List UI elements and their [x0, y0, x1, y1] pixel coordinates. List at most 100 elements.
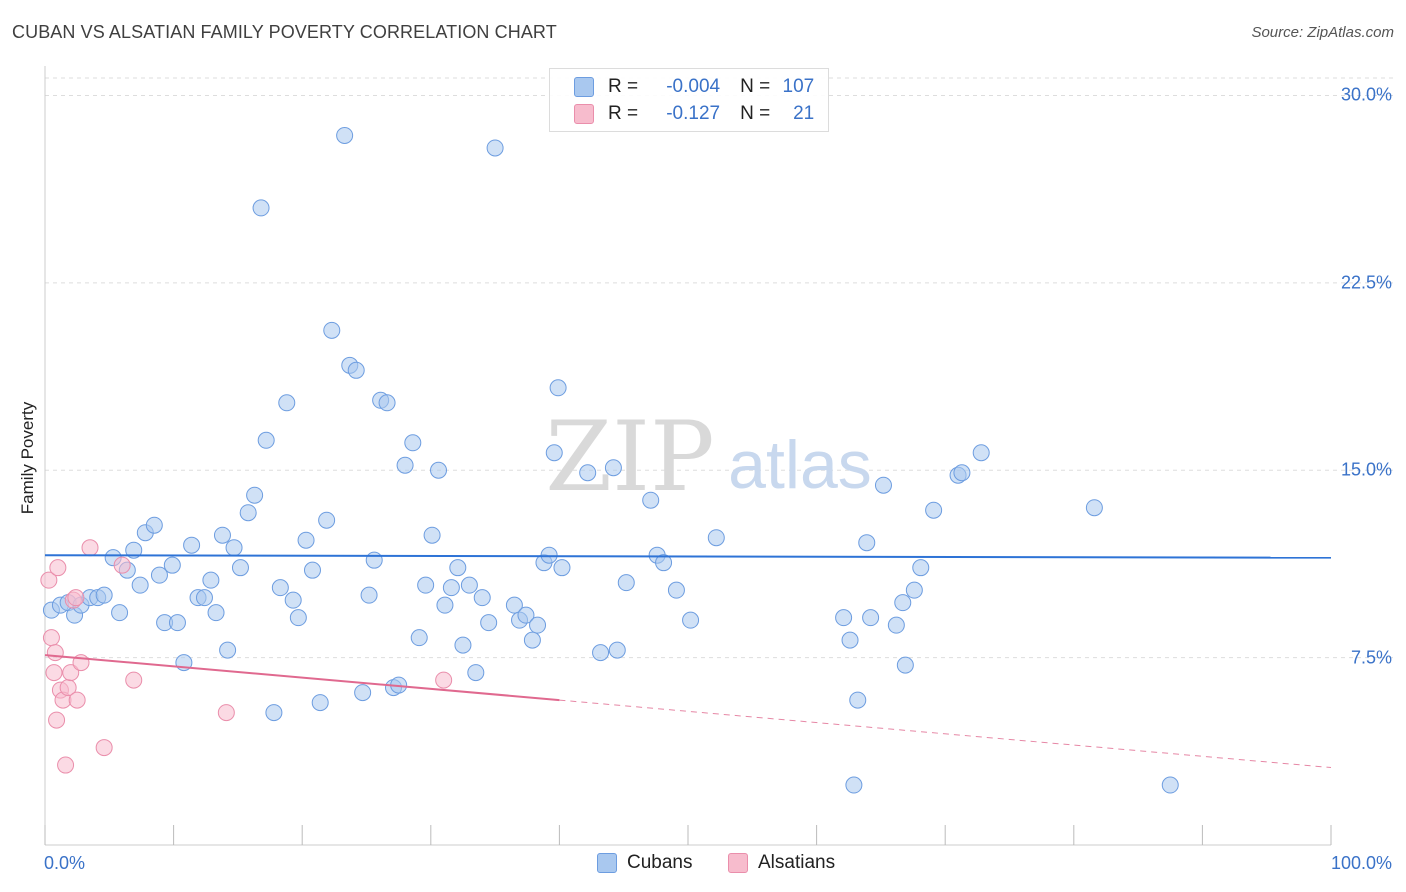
legend-label-alsatians: Alsatians [758, 852, 836, 873]
chart-title: CUBAN VS ALSATIAN FAMILY POVERTY CORRELA… [12, 22, 557, 42]
cubans-point [404, 434, 422, 452]
cubans-point [972, 444, 990, 462]
cubans-point [378, 394, 396, 412]
cubans-point [849, 691, 867, 709]
n-value: 107 [782, 76, 815, 97]
series-legend: Cubans Alsatians [0, 852, 1406, 876]
cubans-point [845, 776, 863, 794]
cubans-point [862, 609, 880, 627]
points-layer [40, 126, 1179, 794]
x-tick-label-max: 100.0% [1330, 853, 1392, 873]
cubans-point [257, 431, 275, 449]
cubans-point [417, 576, 435, 594]
cubans-point [529, 616, 547, 634]
cubans-point [608, 641, 626, 659]
alsatians-trend-extension [559, 699, 1332, 769]
n-value: 21 [793, 103, 815, 124]
cubans-point [835, 609, 853, 627]
cubans-point [912, 559, 930, 577]
n-label: N = [740, 76, 771, 97]
watermark-zip: ZIP [545, 401, 714, 513]
cubans-point [436, 596, 454, 614]
trend-layer [44, 554, 1332, 769]
alsatians-point [95, 739, 113, 757]
cubans-point [667, 581, 685, 599]
cubans-point [905, 581, 923, 599]
cubans-point [707, 529, 725, 547]
legend-item-cubans[interactable]: Cubans [597, 852, 693, 874]
cubans-point [486, 139, 504, 157]
cubans-point [604, 459, 622, 477]
axis-layer [44, 66, 1332, 846]
cubans-point [423, 526, 441, 544]
x-tick-label-min: 0.0% [44, 853, 86, 873]
cubans-point [207, 604, 225, 622]
cubans-point [163, 556, 181, 574]
y-tick-label: 7.5% [1350, 647, 1392, 668]
cubans-point [111, 604, 129, 622]
cubans-point [239, 504, 257, 522]
cubans-point [473, 589, 491, 607]
cubans-point [430, 461, 448, 479]
cubans-point [841, 631, 859, 649]
alsatians-point [62, 664, 80, 682]
legend-row-alsatians: R = -0.127 N = 21 [574, 102, 814, 126]
cubans-point [642, 491, 660, 509]
cubans-point [553, 559, 571, 577]
r-label: R = [608, 103, 639, 124]
cubans-point [195, 589, 213, 607]
cubans-point [396, 456, 414, 474]
cubans-point [213, 526, 231, 544]
cubans-point [410, 629, 428, 647]
cubans-point [858, 534, 876, 552]
cubans-point [289, 609, 307, 627]
alsatians-trend-line [44, 654, 560, 702]
cubans-point [953, 464, 971, 482]
cubans-point [592, 644, 610, 662]
y-tick-label: 15.0% [1340, 459, 1392, 480]
cubans-point [467, 664, 485, 682]
cubans-point [125, 541, 143, 559]
cubans-point [365, 551, 383, 569]
alsatians-point [68, 691, 86, 709]
cubans-point [617, 574, 635, 592]
cubans-point [202, 571, 220, 589]
alsatians-point [40, 571, 58, 589]
cubans-point [505, 596, 523, 614]
cubans-point [95, 586, 113, 604]
y-tick-label: 22.5% [1340, 272, 1392, 293]
alsatians-point [46, 644, 64, 662]
cubans-point [246, 486, 264, 504]
cubans-point [278, 394, 296, 412]
legend-row-cubans: R = -0.004 N = 107 [574, 75, 814, 99]
alsatians-point [49, 559, 67, 577]
r-value: -0.127 [666, 103, 721, 124]
cubans-point [231, 559, 249, 577]
cubans-point [347, 361, 365, 379]
cubans-point [579, 464, 597, 482]
cubans-swatch [574, 77, 594, 97]
alsatians-point [217, 704, 235, 722]
alsatians-swatch [574, 104, 594, 124]
r-label: R = [608, 76, 639, 97]
legend-item-alsatians[interactable]: Alsatians [728, 852, 835, 874]
cubans-point [1085, 499, 1103, 517]
alsatians-point [67, 589, 85, 607]
cubans-point [442, 579, 460, 597]
n-label: N = [740, 103, 771, 124]
cubans-point [887, 616, 905, 634]
cubans-point [925, 501, 943, 519]
cubans-point [1161, 776, 1179, 794]
watermark-atlas: atlas [728, 427, 872, 503]
cubans-point [183, 536, 201, 554]
cubans-point [454, 636, 472, 654]
cubans-point [517, 606, 535, 624]
cubans-point [303, 561, 321, 579]
cubans-point [311, 694, 329, 712]
alsatians-point [435, 671, 453, 689]
cubans-point [896, 656, 914, 674]
legend-label-cubans: Cubans [627, 852, 693, 873]
alsatians-point [42, 629, 60, 647]
cubans-point [682, 611, 700, 629]
